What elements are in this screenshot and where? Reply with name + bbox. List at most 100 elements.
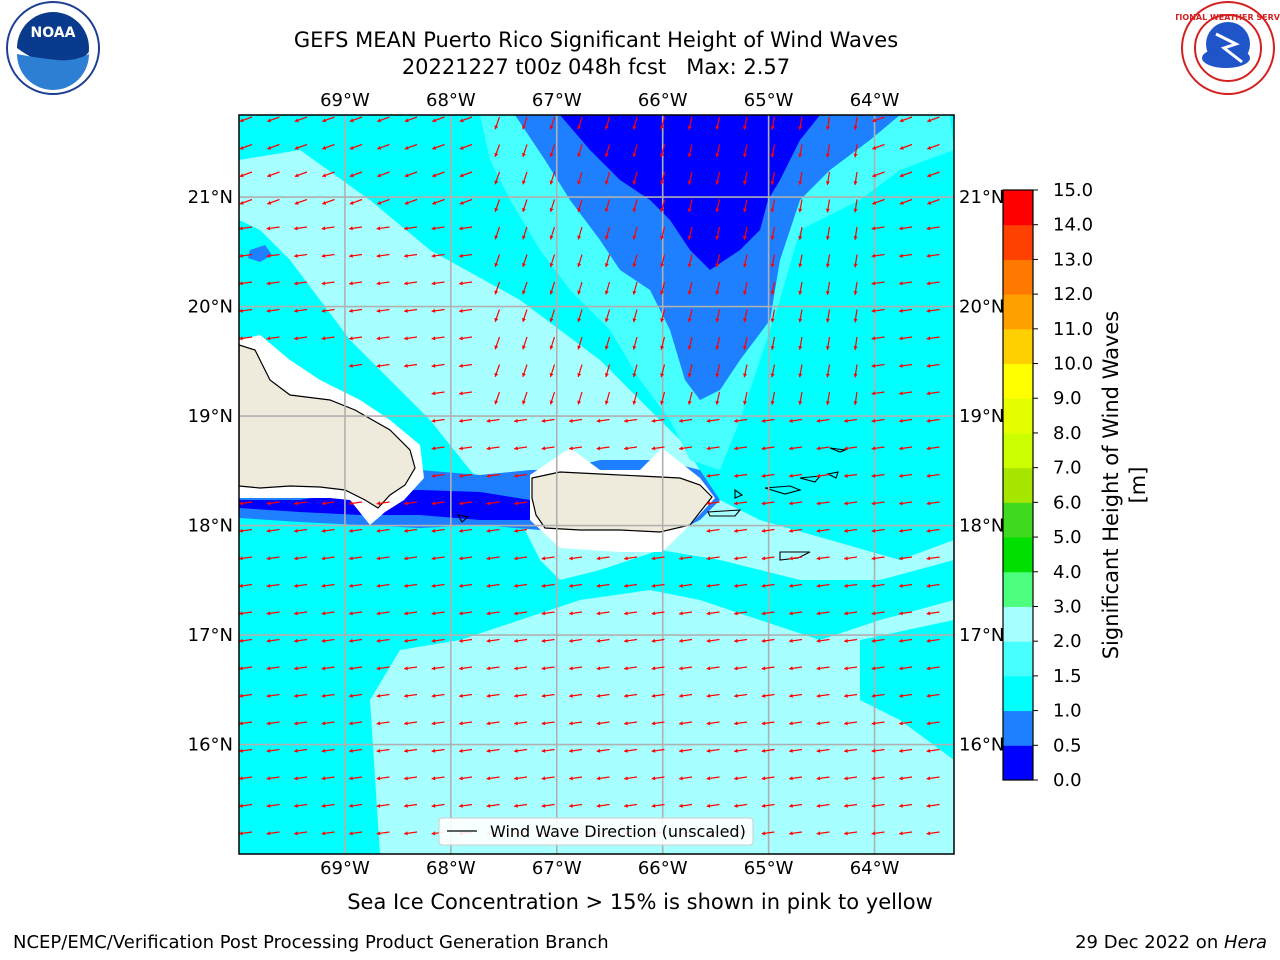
- wave-arrow-head: [459, 226, 463, 231]
- wave-arrow-head: [376, 501, 381, 506]
- wave-arrow-head: [404, 721, 408, 726]
- wave-arrow-head: [569, 556, 573, 561]
- wave-arrow-head: [679, 803, 683, 808]
- wave-arrow-head: [871, 336, 876, 341]
- wave-arrow-head: [687, 263, 692, 268]
- wave-arrow-head: [494, 262, 499, 267]
- wave-arrow-head: [926, 391, 931, 396]
- wave-arrow-head: [927, 145, 932, 150]
- wave-arrow-head: [294, 611, 298, 616]
- colorbar-frame: [1002, 189, 1034, 781]
- wave-arrow-head: [459, 363, 463, 368]
- wave-arrow-head: [844, 776, 848, 781]
- wave-arrow-head: [349, 721, 353, 726]
- wave-arrow-head: [816, 501, 821, 506]
- wave-arrow-head: [660, 235, 665, 240]
- wave-arrow-head: [514, 693, 518, 698]
- wave-arrow-head: [853, 236, 858, 240]
- wave-arrow-head: [239, 501, 243, 506]
- lat-tick-label-right: 16°N: [959, 735, 1004, 756]
- wave-arrow-head: [872, 145, 877, 150]
- wave-arrow-head: [899, 363, 903, 368]
- wave-arrow-head: [899, 118, 904, 123]
- wave-arrow-head: [871, 666, 876, 671]
- wave-arrow-head: [494, 125, 499, 130]
- wave-arrow-head: [596, 693, 601, 698]
- wave-arrow-head: [853, 153, 858, 158]
- colorbar-tick-label: 4.0: [1053, 562, 1082, 583]
- wave-arrow-head: [541, 418, 546, 423]
- wave-arrow-head: [596, 803, 601, 808]
- wave-arrow-head: [376, 693, 381, 698]
- wave-arrow-head: [899, 501, 903, 506]
- wave-arrow-head: [926, 776, 931, 781]
- wave-arrow-head: [432, 145, 437, 150]
- wave-arrow-head: [459, 556, 463, 561]
- footer-date: 29 Dec 2022 on Hera: [1075, 932, 1267, 953]
- wave-arrow-head: [521, 262, 526, 267]
- wave-arrow-head: [459, 446, 463, 451]
- wave-arrow-head: [569, 611, 573, 616]
- wave-arrow-head: [871, 583, 876, 588]
- wave-arrow-head: [926, 418, 931, 423]
- wave-arrow-head: [825, 318, 830, 323]
- wave-arrow-head: [577, 400, 582, 405]
- wave-arrow-head: [404, 200, 409, 205]
- wave-arrow-head: [321, 501, 326, 506]
- wave-arrow-head: [494, 180, 499, 185]
- wave-arrow-head: [679, 446, 683, 451]
- wave-arrow-head: [541, 583, 546, 588]
- lat-tick-label-left: 16°N: [188, 735, 233, 756]
- wave-arrow-head: [494, 290, 499, 295]
- wave-arrow-head: [486, 721, 491, 726]
- wave-arrow-head: [715, 208, 720, 213]
- wave-arrow-head: [706, 556, 711, 561]
- wave-arrow-head: [569, 776, 573, 781]
- wave-arrow-head: [761, 473, 766, 478]
- wave-arrow-head: [349, 776, 353, 781]
- colorbar-segment: [1003, 224, 1033, 260]
- lat-tick-label-right: 20°N: [959, 297, 1004, 318]
- lon-tick-label-top: 69°W: [320, 90, 370, 111]
- wave-arrow-head: [816, 446, 821, 451]
- wave-arrow-head: [844, 721, 848, 726]
- wave-arrow-head: [596, 721, 601, 726]
- wave-arrow-head: [816, 666, 821, 671]
- wave-arrow-head: [789, 611, 793, 616]
- wave-arrow-head: [321, 583, 326, 588]
- wave-arrow-head: [514, 528, 518, 533]
- colorbar-segment: [1003, 502, 1033, 538]
- wave-arrow-head: [789, 473, 793, 478]
- wave-arrow-head: [706, 693, 711, 698]
- wave-arrow-head: [577, 263, 582, 267]
- colorbar-segment: [1003, 328, 1033, 365]
- wave-arrow-head: [789, 748, 793, 753]
- wave-arrow-head: [541, 776, 546, 781]
- colorbar-tick-label: 12.0: [1053, 284, 1093, 305]
- wave-arrow-head: [486, 611, 491, 616]
- wave-arrow-head: [871, 776, 876, 781]
- nws-logo-text: NATIONAL WEATHER SERVICE: [1176, 13, 1280, 22]
- wave-arrow-head: [761, 501, 766, 506]
- wave-arrow-head: [761, 776, 766, 781]
- wave-arrow-head: [789, 776, 793, 781]
- wave-arrow-head: [541, 556, 546, 561]
- wave-arrow-head: [816, 556, 821, 561]
- wave-arrow-head: [596, 776, 601, 781]
- wave-arrow-head: [322, 118, 327, 123]
- wave-arrow-head: [770, 318, 775, 323]
- wave-arrow-head: [431, 446, 436, 451]
- wave-arrow-head: [687, 373, 692, 378]
- wave-arrow-head: [404, 118, 409, 123]
- wave-arrow-head: [549, 262, 554, 267]
- wave-arrow-head: [294, 666, 298, 671]
- wave-arrow-head: [514, 556, 518, 561]
- wave-arrow-head: [459, 528, 463, 533]
- wave-arrow-head: [349, 501, 353, 506]
- map-frame: [238, 114, 955, 855]
- wave-arrow-head: [239, 556, 243, 561]
- wave-arrow-head: [377, 118, 382, 123]
- colorbar-tick-label: 5.0: [1053, 527, 1082, 548]
- wave-arrow-head: [651, 556, 656, 561]
- wave-arrow-head: [404, 363, 408, 368]
